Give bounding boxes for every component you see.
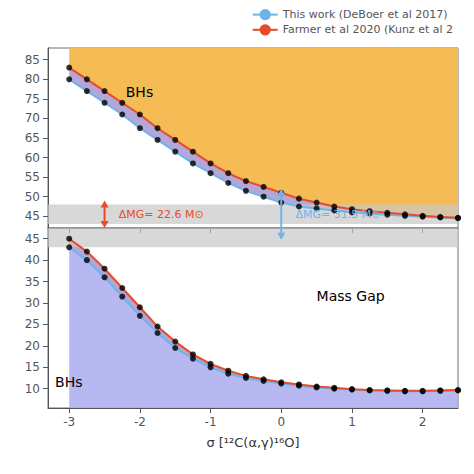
svg-text:15: 15 [25, 360, 40, 374]
svg-text:BHs: BHs [126, 84, 153, 100]
svg-text:BHs: BHs [55, 374, 82, 390]
svg-text:ΔMG= 31.5 M⊙: ΔMG= 31.5 M⊙ [295, 208, 380, 221]
svg-text:60: 60 [25, 151, 40, 165]
svg-text:σ [¹²C(α,γ)¹⁶O]: σ [¹²C(α,γ)¹⁶O] [206, 435, 299, 450]
svg-text:75: 75 [25, 92, 40, 106]
svg-text:ΔMG= 22.6 M⊙: ΔMG= 22.6 M⊙ [119, 208, 204, 221]
svg-text:85: 85 [25, 53, 40, 67]
svg-text:20: 20 [25, 339, 40, 353]
svg-text:1: 1 [348, 415, 356, 429]
svg-text:50: 50 [25, 190, 40, 204]
svg-text:40: 40 [25, 253, 40, 267]
svg-text:45: 45 [25, 232, 40, 246]
svg-text:10: 10 [25, 382, 40, 396]
svg-text:-2: -2 [134, 415, 146, 429]
svg-text:Farmer et al 2020 (Kunz et al: Farmer et al 2020 (Kunz et al 2 [283, 23, 453, 36]
svg-text:35: 35 [25, 275, 40, 289]
svg-text:55: 55 [25, 170, 40, 184]
svg-text:30: 30 [25, 296, 40, 310]
svg-text:-3: -3 [63, 415, 75, 429]
svg-text:45: 45 [25, 209, 40, 223]
svg-text:Mass Gap: Mass Gap [317, 288, 385, 304]
svg-text:25: 25 [25, 317, 40, 331]
svg-text:-1: -1 [205, 415, 217, 429]
svg-text:2: 2 [419, 415, 427, 429]
svg-text:70: 70 [25, 111, 40, 125]
svg-text:This work (DeBoer et al 2017): This work (DeBoer et al 2017) [282, 8, 448, 21]
svg-text:80: 80 [25, 72, 40, 86]
svg-text:65: 65 [25, 131, 40, 145]
svg-text:0: 0 [277, 415, 285, 429]
